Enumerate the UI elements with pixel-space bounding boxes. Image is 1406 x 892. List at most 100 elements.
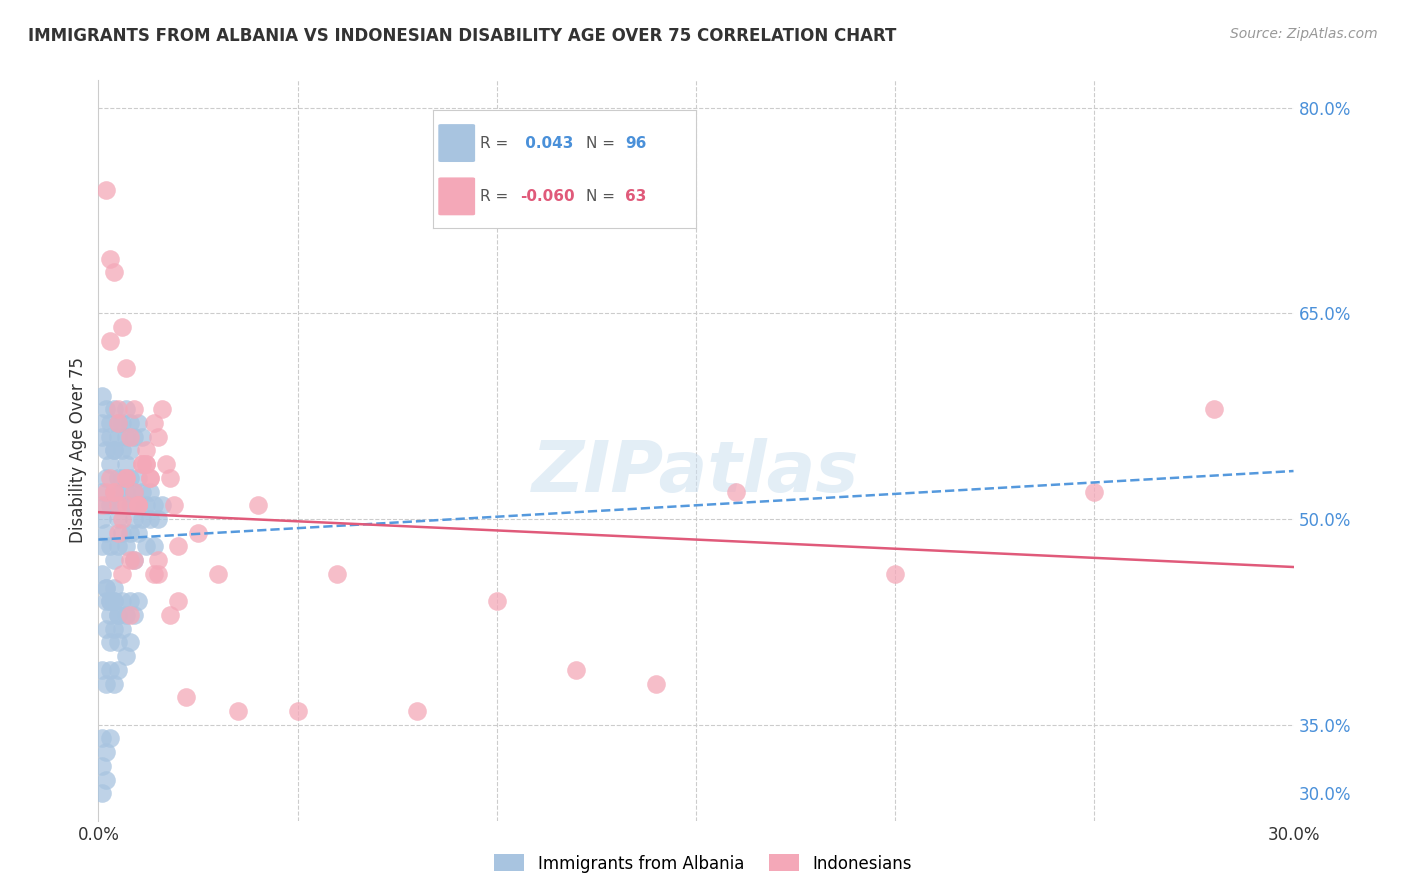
Point (91, 759, 114, 773)
Point (103, 443, 125, 458)
Point (143, 566, 166, 581)
Point (103, 553, 125, 567)
Point (124, 553, 146, 567)
Point (103, 622, 125, 636)
Point (135, 443, 157, 458)
Point (96, 525, 118, 540)
Point (91, 484, 114, 499)
Point (98, 663, 122, 677)
Point (135, 498, 157, 512)
Point (91, 498, 114, 512)
Point (115, 484, 138, 499)
Point (103, 402, 125, 417)
Point (148, 430, 170, 444)
Point (111, 525, 134, 540)
Point (103, 484, 125, 499)
Point (107, 430, 129, 444)
Point (143, 540, 166, 554)
Point (103, 594, 125, 608)
Point (159, 471, 181, 485)
Point (127, 498, 149, 512)
Point (127, 498, 149, 512)
Point (98, 607, 122, 622)
Point (107, 635, 129, 649)
Point (96, 471, 118, 485)
Point (406, 704, 429, 718)
Legend: Immigrants from Albania, Indonesians: Immigrants from Albania, Indonesians (488, 847, 918, 880)
Point (91, 786, 114, 800)
Point (111, 498, 134, 512)
Point (98, 594, 122, 608)
Point (127, 498, 149, 512)
Point (115, 498, 138, 512)
Point (96, 443, 118, 458)
Point (127, 525, 149, 540)
Point (103, 676, 125, 690)
Point (287, 704, 309, 718)
Point (131, 484, 153, 499)
Point (98, 252, 122, 266)
Point (107, 607, 129, 622)
Point (124, 553, 146, 567)
Point (127, 416, 149, 430)
Point (326, 566, 349, 581)
Point (107, 402, 129, 417)
Point (98, 334, 122, 348)
Point (187, 525, 209, 540)
Point (150, 498, 173, 512)
Point (485, 594, 508, 608)
Point (91, 731, 114, 746)
Text: Source: ZipAtlas.com: Source: ZipAtlas.com (1230, 27, 1378, 41)
Point (98, 471, 122, 485)
Point (91, 663, 114, 677)
Point (111, 471, 134, 485)
Point (107, 416, 129, 430)
Point (111, 416, 134, 430)
Point (111, 512, 134, 526)
Point (103, 594, 125, 608)
Point (120, 594, 142, 608)
Point (96, 498, 118, 512)
Point (98, 498, 122, 512)
Point (103, 581, 125, 595)
Point (127, 594, 149, 608)
Point (120, 430, 142, 444)
Point (107, 663, 129, 677)
Point (107, 540, 129, 554)
Point (115, 457, 138, 471)
Point (115, 471, 138, 485)
Point (107, 484, 129, 499)
Point (96, 594, 118, 608)
Point (120, 443, 142, 458)
Point (120, 553, 142, 567)
Point (143, 498, 166, 512)
Point (96, 581, 118, 595)
Point (139, 471, 162, 485)
Point (96, 772, 118, 787)
Point (135, 457, 157, 471)
Point (96, 745, 118, 759)
Point (120, 471, 142, 485)
Point (96, 622, 118, 636)
Point (98, 457, 122, 471)
Point (120, 607, 142, 622)
Point (120, 498, 142, 512)
Point (91, 512, 114, 526)
Point (124, 607, 146, 622)
Point (115, 471, 138, 485)
Point (103, 484, 125, 499)
Point (139, 512, 162, 526)
Point (91, 389, 114, 403)
Point (115, 649, 138, 664)
Point (155, 457, 177, 471)
Point (124, 430, 146, 444)
Point (103, 265, 125, 279)
Point (96, 484, 118, 499)
Point (565, 663, 588, 677)
Point (91, 566, 114, 581)
Point (115, 402, 138, 417)
Y-axis label: Disability Age Over 75: Disability Age Over 75 (69, 358, 87, 543)
Point (96, 402, 118, 417)
Point (127, 471, 149, 485)
Point (107, 471, 129, 485)
